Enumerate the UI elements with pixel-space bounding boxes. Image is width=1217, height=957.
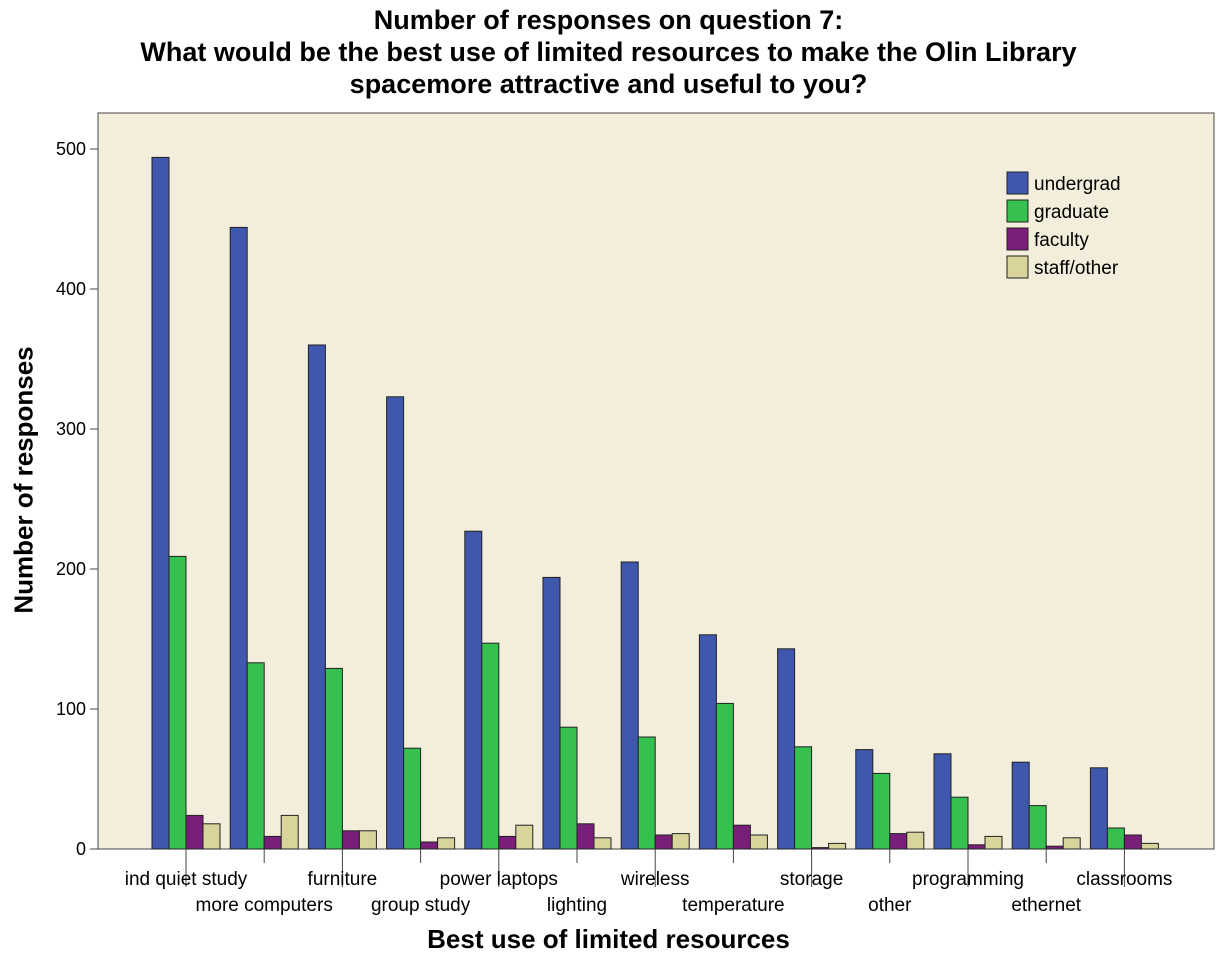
bar-undergrad bbox=[1011, 761, 1030, 850]
bar-undergrad bbox=[933, 753, 952, 850]
bar-graduate bbox=[715, 702, 734, 850]
bar-staff-other bbox=[358, 830, 377, 850]
y-tick-label: 100 bbox=[56, 699, 86, 719]
bar-graduate bbox=[872, 772, 891, 850]
legend-label: undergrad bbox=[1034, 174, 1121, 195]
legend-label: staff/other bbox=[1034, 258, 1119, 279]
bar-faculty bbox=[1045, 845, 1064, 850]
bar-faculty bbox=[811, 847, 830, 850]
bar-faculty bbox=[576, 823, 595, 850]
bar-faculty bbox=[1123, 834, 1142, 850]
bar-faculty bbox=[967, 844, 986, 850]
legend-swatch bbox=[1006, 171, 1029, 195]
x-tick-label: storage bbox=[780, 869, 843, 890]
bar-graduate bbox=[1028, 805, 1047, 850]
legend-swatch bbox=[1006, 227, 1029, 251]
legend-swatch bbox=[1006, 199, 1029, 223]
bar-graduate bbox=[559, 726, 578, 850]
bar-undergrad bbox=[698, 634, 717, 850]
bar-undergrad bbox=[1089, 767, 1108, 850]
bar-staff-other bbox=[828, 842, 847, 850]
bar-faculty bbox=[654, 834, 673, 850]
y-tick-label: 500 bbox=[56, 139, 86, 159]
bar-undergrad bbox=[151, 156, 170, 850]
bar-graduate bbox=[246, 662, 265, 850]
bar-faculty bbox=[889, 833, 908, 850]
x-axis-label: Best use of limited resources bbox=[427, 924, 790, 954]
x-tick-label: ind quiet study bbox=[125, 869, 248, 890]
bar-undergrad bbox=[307, 344, 326, 850]
x-tick-label: ethernet bbox=[1011, 895, 1081, 916]
bar-staff-other bbox=[515, 824, 534, 850]
bar-staff-other bbox=[437, 837, 456, 850]
x-tick-label: classrooms bbox=[1076, 869, 1172, 890]
bar-staff-other bbox=[202, 823, 221, 850]
bar-staff-other bbox=[593, 837, 612, 850]
y-axis: 0 100 200 300 400 500 bbox=[56, 139, 98, 859]
bar-staff-other bbox=[749, 834, 768, 850]
x-tick-label: other bbox=[868, 895, 912, 916]
bar-faculty bbox=[185, 814, 204, 850]
y-tick-label: 400 bbox=[56, 279, 86, 299]
bar-graduate bbox=[1106, 827, 1125, 850]
bar-staff-other bbox=[671, 833, 690, 850]
bar-staff-other bbox=[280, 814, 299, 850]
bar-staff-other bbox=[984, 835, 1003, 850]
bar-faculty bbox=[420, 841, 439, 850]
bar-graduate bbox=[481, 642, 500, 850]
legend-swatch bbox=[1006, 255, 1029, 279]
bar-graduate bbox=[168, 555, 187, 850]
bar-undergrad bbox=[386, 396, 405, 850]
chart-title-line-3: spacemore attractive and useful to you? bbox=[349, 69, 868, 99]
bar-graduate bbox=[950, 796, 969, 850]
legend: undergrad graduate faculty staff/other bbox=[1006, 171, 1121, 279]
y-tick-label: 200 bbox=[56, 559, 86, 579]
bar-undergrad bbox=[855, 749, 874, 850]
y-tick-label: 300 bbox=[56, 419, 86, 439]
plot-area bbox=[97, 112, 1215, 850]
bar-graduate bbox=[403, 747, 422, 850]
x-tick-label: wireless bbox=[620, 869, 690, 890]
legend-label: graduate bbox=[1034, 202, 1109, 223]
x-tick-label: lighting bbox=[547, 895, 607, 916]
chart-title-line-2: What would be the best use of limited re… bbox=[140, 37, 1077, 67]
x-tick-label: group study bbox=[371, 895, 471, 916]
x-tick-label: temperature bbox=[682, 895, 784, 916]
bar-staff-other bbox=[906, 831, 925, 850]
bar-undergrad bbox=[464, 530, 483, 850]
bar-graduate bbox=[324, 667, 343, 850]
x-tick-label: furniture bbox=[308, 869, 378, 890]
bar-undergrad bbox=[777, 648, 796, 850]
bar-faculty bbox=[498, 835, 517, 850]
bar-faculty bbox=[732, 824, 751, 850]
x-tick-label: programming bbox=[912, 869, 1024, 890]
bar-undergrad bbox=[620, 561, 639, 850]
bar-staff-other bbox=[1062, 837, 1081, 850]
bar-staff-other bbox=[1140, 842, 1159, 850]
bar-undergrad bbox=[542, 576, 561, 850]
x-tick-label: more computers bbox=[196, 895, 333, 916]
x-tick-label: power laptops bbox=[440, 869, 558, 890]
bar-graduate bbox=[794, 746, 813, 850]
bars-group bbox=[151, 156, 1159, 850]
y-tick-label: 0 bbox=[76, 839, 86, 859]
bar-graduate bbox=[637, 736, 656, 850]
legend-label: faculty bbox=[1034, 230, 1089, 251]
bar-undergrad bbox=[229, 226, 248, 850]
x-axis: ind quiet study more computers furniture gr… bbox=[125, 849, 1172, 916]
chart-title-line-1: Number of responses on question 7: bbox=[373, 5, 844, 35]
bar-faculty bbox=[341, 830, 360, 850]
bar-faculty bbox=[263, 835, 282, 850]
